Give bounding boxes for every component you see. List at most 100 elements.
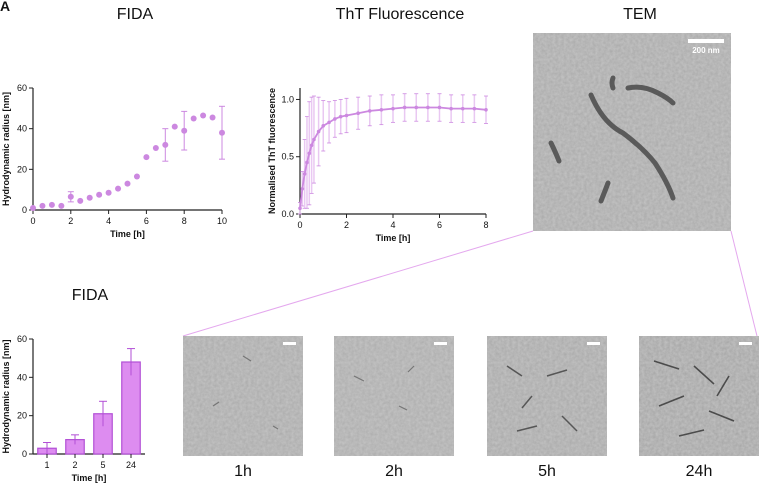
data-point [219,129,225,136]
data-point [321,124,326,128]
x-tick-label: 2 [72,460,77,470]
y-tick-label: 60 [17,83,27,93]
y-tick-label: 60 [17,334,27,344]
y-tick-label: 0 [22,449,27,459]
data-point [30,204,36,211]
data-point [181,127,188,134]
data-point [327,120,331,125]
tem-main-scalebar-label: 200 nm [692,46,720,55]
data-point [67,193,74,200]
y-axis-label: Hydrodynamic radius [nm] [1,92,11,206]
tem-title: TEM [623,6,657,23]
x-tick-label: 10 [217,216,227,226]
x-tick-label: 0 [30,216,35,226]
tem-image-1h [183,336,303,456]
data-point [367,109,372,113]
y-tick-label: 40 [17,124,27,134]
data-point [209,114,216,121]
y-axis-label: Hydrodynamic radius [nm] [1,339,11,453]
data-point [124,180,131,187]
data-point [143,154,150,161]
data-point [105,189,112,196]
x-axis-label: Time [h] [72,473,107,483]
data-point [307,151,312,156]
data-point [133,173,140,180]
tem-main-texture: 200 nm [533,33,731,231]
data-point [379,107,384,112]
data-point [333,117,337,121]
x-tick-label: 1 [44,460,49,470]
fida-bar-chart: 0 20 40 60 Time [h] Hydrodynamic radius [nm] 1… [1,334,145,483]
x-tick-label: 0 [297,220,302,230]
data-point [484,107,488,112]
y-axis-label: Normalised ThT fluorescence [267,88,277,214]
data-point [39,202,46,209]
data-point [171,123,178,130]
data-point [391,106,395,111]
data-point [472,106,477,111]
tem-main-scalebar [688,39,724,43]
fida-top-title: FIDA [116,6,154,23]
y-tick-label: 0.5 [281,152,294,162]
data-point [449,106,453,111]
data-point [414,105,419,110]
data-point [344,113,349,118]
data-point [312,137,316,142]
x-axis-label: Time [h] [376,233,411,243]
y-tick-label: 20 [17,411,27,421]
data-point [115,185,122,192]
x-tick-label: 8 [182,216,187,226]
x-tick-label: 24 [126,460,136,470]
data-point [309,143,314,148]
data-point [302,172,307,176]
data-point [298,206,302,211]
y-tick-label: 40 [17,372,27,382]
data-point [316,129,321,134]
y-tick-label: 1.0 [281,94,294,104]
fida-scatter-chart: 0 2 4 6 8 10 0 20 40 60 Time [h] Hydrodynamic radiu… [1,83,227,239]
x-tick-label: 6 [437,220,442,230]
data-point [77,197,84,204]
data-point [305,160,309,165]
tem-image-2h [334,336,454,456]
tem-time-label-1h: 1h [234,463,252,480]
x-tick-label: 8 [483,220,488,230]
data-point [426,105,430,110]
data-point [402,105,407,110]
data-point [86,194,93,201]
y-tick-label: 0 [22,205,27,215]
data-point [152,144,159,151]
fida-bottom-title: FIDA [71,287,109,304]
x-tick-label: 2 [344,220,349,230]
panel-letter: A [0,0,11,14]
x-axis-label: Time [h] [110,229,145,239]
tht-fluorescence-chart: 0 2 4 6 8 0.0 0.5 1.0 Time [h] Normalised ThT flu… [267,88,489,243]
tem-main-image: 200 nm [533,33,731,231]
data-point [96,191,103,198]
x-tick-label: 4 [106,216,111,226]
data-point [200,112,207,119]
y-tick-label: 20 [17,164,27,174]
tem-time-label-5h: 5h [538,463,556,480]
data-point [190,115,197,122]
data-point [300,187,305,191]
data-point [437,105,442,110]
x-tick-label: 2 [68,216,73,226]
data-point [356,111,360,115]
tem-time-label-2h: 2h [385,463,403,480]
tem-time-label-24h: 24h [685,463,713,480]
tem-image-5h [487,336,607,456]
data-point [48,201,55,208]
x-tick-label: 6 [144,216,149,226]
tht-title: ThT Fluorescence [335,6,465,23]
data-point [162,141,169,148]
tem-image-24h [639,336,759,456]
fibril-shapes [548,75,676,204]
x-tick-label: 4 [390,220,395,230]
data-point [58,202,65,209]
data-point [460,106,465,111]
y-tick-label: 0.0 [281,209,294,219]
data-point [338,114,343,119]
x-tick-label: 5 [100,460,105,470]
